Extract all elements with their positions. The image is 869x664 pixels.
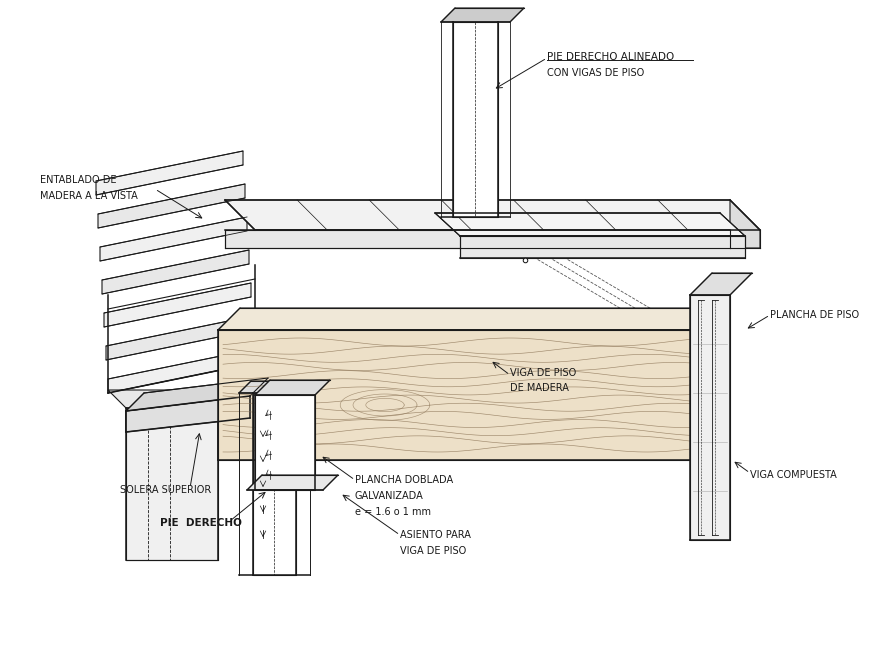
- Text: CON VIGAS DE PISO: CON VIGAS DE PISO: [547, 68, 644, 78]
- Text: ASIENTO PARA: ASIENTO PARA: [400, 530, 470, 540]
- Polygon shape: [96, 151, 242, 195]
- Polygon shape: [253, 393, 295, 575]
- Polygon shape: [700, 308, 721, 460]
- Text: ENTABLADO DE: ENTABLADO DE: [40, 175, 116, 185]
- Text: SOLERA SUPERIOR: SOLERA SUPERIOR: [120, 485, 211, 495]
- Polygon shape: [102, 250, 249, 294]
- Text: VIGA DE PISO: VIGA DE PISO: [400, 546, 466, 556]
- Text: PIE DERECHO ALINEADO: PIE DERECHO ALINEADO: [547, 52, 673, 62]
- Polygon shape: [729, 200, 760, 248]
- Polygon shape: [126, 408, 218, 560]
- Text: PIE  DERECHO: PIE DERECHO: [160, 518, 242, 528]
- Polygon shape: [255, 380, 329, 395]
- Text: PLANCHA DOBLADA: PLANCHA DOBLADA: [355, 475, 453, 485]
- Polygon shape: [453, 22, 497, 217]
- Polygon shape: [434, 213, 744, 236]
- Polygon shape: [460, 236, 744, 258]
- Polygon shape: [225, 200, 760, 230]
- Text: VIGA COMPUESTA: VIGA COMPUESTA: [749, 470, 836, 480]
- Polygon shape: [255, 395, 315, 490]
- Polygon shape: [689, 295, 729, 540]
- Text: VIGA DE PISO: VIGA DE PISO: [509, 368, 575, 378]
- Text: MADERA A LA VISTA: MADERA A LA VISTA: [40, 191, 137, 201]
- Polygon shape: [100, 217, 247, 261]
- Polygon shape: [126, 378, 268, 411]
- Polygon shape: [247, 475, 338, 490]
- Polygon shape: [441, 8, 523, 22]
- Polygon shape: [239, 381, 322, 393]
- Polygon shape: [218, 308, 721, 330]
- Text: DE MADERA: DE MADERA: [509, 383, 568, 393]
- Text: GALVANIZADA: GALVANIZADA: [355, 491, 423, 501]
- Polygon shape: [106, 316, 253, 360]
- Polygon shape: [218, 330, 700, 460]
- Polygon shape: [225, 230, 729, 248]
- Polygon shape: [126, 396, 249, 432]
- Text: e = 1.6 o 1 mm: e = 1.6 o 1 mm: [355, 507, 430, 517]
- Text: PLANCHA DE PISO: PLANCHA DE PISO: [769, 310, 859, 320]
- Polygon shape: [108, 349, 255, 393]
- Polygon shape: [108, 390, 218, 408]
- Polygon shape: [98, 184, 245, 228]
- Polygon shape: [104, 283, 251, 327]
- Polygon shape: [689, 273, 751, 295]
